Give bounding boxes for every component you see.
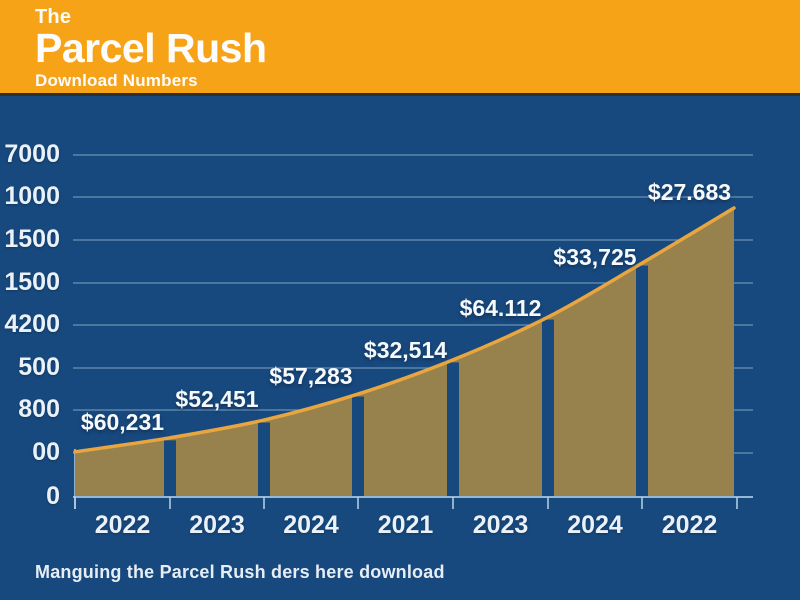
area-gap <box>447 362 459 496</box>
area-fill <box>75 208 734 496</box>
header-pretitle: The <box>35 6 72 28</box>
header-banner: The Parcel Rush Download Numbers <box>0 0 800 96</box>
footer-caption: Manguing the Parcel Rush ders here downl… <box>35 562 445 582</box>
area-gap <box>352 396 364 496</box>
trend-line <box>73 206 736 454</box>
area-gap <box>542 319 554 496</box>
area-gap <box>636 265 648 496</box>
header-subtitle: Download Numbers <box>35 71 198 90</box>
area-gap <box>258 422 270 496</box>
page-title: Parcel Rush <box>35 25 267 71</box>
area-gap <box>164 440 176 496</box>
